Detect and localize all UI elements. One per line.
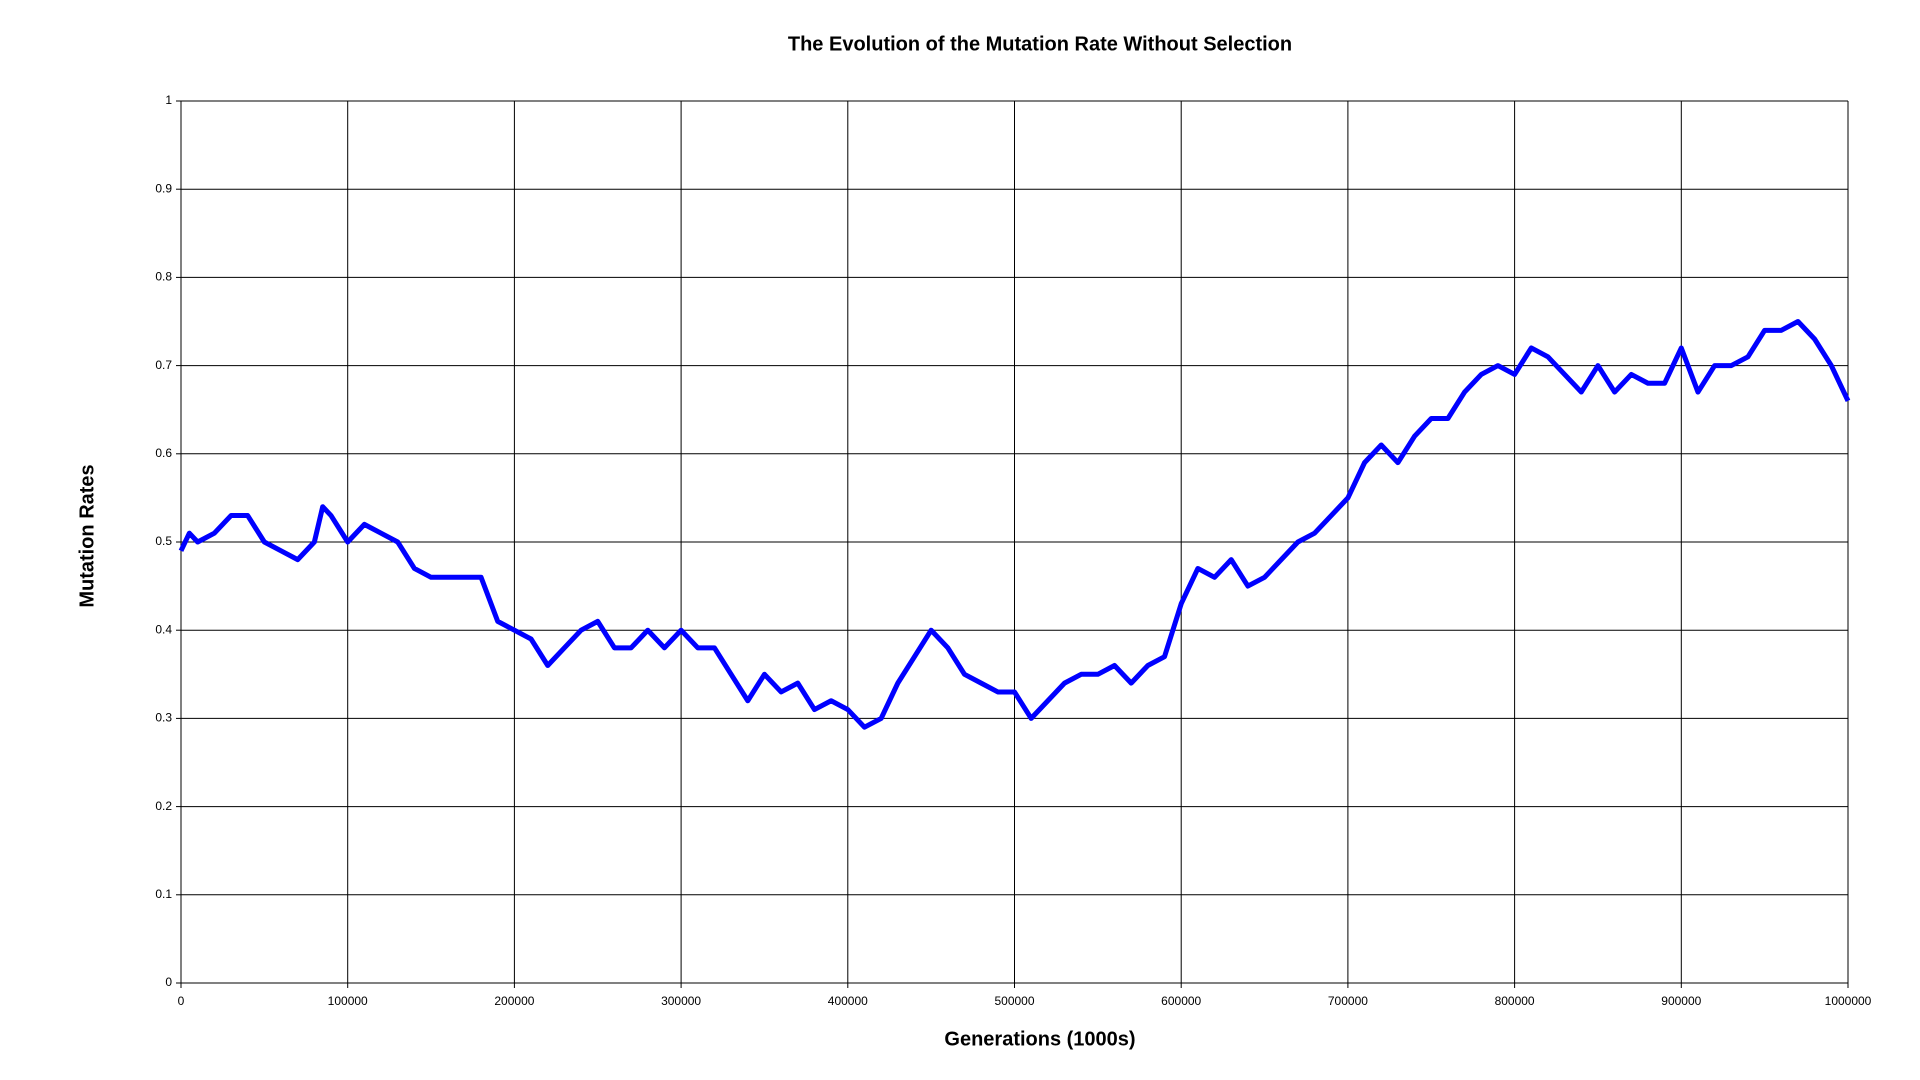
x-tick-label: 800000 — [1495, 994, 1535, 1008]
x-tick-label: 0 — [178, 994, 185, 1008]
data-line — [178, 319, 1851, 730]
y-tick-label: 0.7 — [155, 358, 172, 372]
y-tick-label: 0.9 — [155, 181, 172, 195]
x-tick-label: 200000 — [494, 994, 534, 1008]
y-tick-label: 0.1 — [155, 887, 172, 901]
x-tick-label: 900000 — [1661, 994, 1701, 1008]
y-tick-label: 1 — [165, 93, 172, 107]
y-tick-label: 0.2 — [155, 799, 172, 813]
x-tick-label: 500000 — [994, 994, 1034, 1008]
y-axis-label: Mutation Rates — [76, 464, 98, 607]
y-tick-label: 0.3 — [155, 711, 172, 725]
y-tick-label: 0.5 — [155, 534, 172, 548]
y-tick-label: 0.4 — [155, 622, 172, 636]
y-tick-label: 0.6 — [155, 446, 172, 460]
x-axis-label: Generations (1000s) — [944, 1028, 1135, 1050]
x-tick-label: 1000000 — [1825, 994, 1872, 1008]
y-tick-label: 0.8 — [155, 270, 172, 284]
x-tick-label: 300000 — [661, 994, 701, 1008]
x-tick-label: 100000 — [328, 994, 368, 1008]
x-tick-label: 700000 — [1328, 994, 1368, 1008]
x-tick-label: 600000 — [1161, 994, 1201, 1008]
y-tick-label: 0 — [165, 975, 172, 989]
chart-title: The Evolution of the Mutation Rate Witho… — [788, 33, 1292, 55]
x-tick-label: 400000 — [828, 994, 868, 1008]
